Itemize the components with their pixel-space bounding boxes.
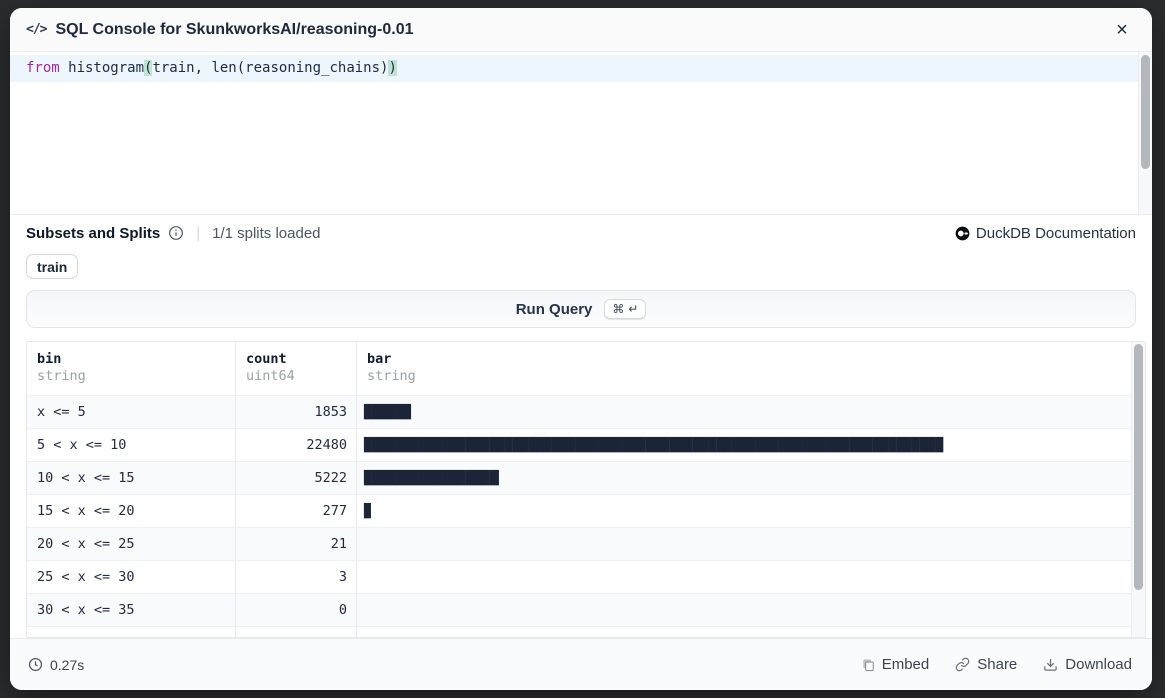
download-button[interactable]: Download — [1043, 656, 1132, 673]
run-query-button[interactable]: Run Query ⌘ ↵ — [26, 290, 1136, 328]
table-scrollbar-track[interactable] — [1131, 342, 1145, 637]
subsets-title: Subsets and Splits — [26, 224, 161, 242]
table-row: 20 < x <= 25 21 — [27, 527, 1132, 560]
splits-loaded-text: 1/1 splits loaded — [212, 224, 321, 242]
duckdb-doc-label: DuckDB Documentation — [975, 224, 1136, 242]
sql-args: train, len(reasoning_chains) — [152, 60, 389, 76]
embed-label: Embed — [881, 656, 930, 673]
query-duration: 0.27s — [28, 657, 84, 673]
share-label: Share — [977, 656, 1018, 673]
sql-function: histogram — [59, 60, 145, 76]
embed-button[interactable]: Embed — [861, 656, 930, 673]
duckdb-doc-link[interactable]: DuckDB Documentation — [955, 225, 1136, 242]
subsets-row: Subsets and Splits | 1/1 splits loaded D… — [26, 221, 1136, 245]
code-icon: </> — [26, 22, 48, 37]
link-icon — [955, 657, 970, 672]
sql-keyword: from — [26, 60, 60, 76]
sql-editor[interactable]: from histogram(train, len(reasoning_chai… — [10, 52, 1152, 215]
table-row: 5 < x <= 10 22480 ██████████████████████… — [27, 428, 1132, 461]
column-header-count: count uint64 — [236, 342, 357, 395]
editor-scrollbar-thumb[interactable] — [1141, 55, 1150, 169]
download-label: Download — [1065, 656, 1132, 673]
divider: | — [196, 224, 201, 242]
modal-title: SQL Console for SkunkworksAI/reasoning-0… — [55, 20, 414, 38]
share-button[interactable]: Share — [955, 656, 1017, 673]
matched-paren-close: ) — [388, 60, 397, 76]
download-icon — [1044, 658, 1058, 671]
column-header-bin: bin string — [27, 342, 236, 395]
table-header-row: bin string count uint64 bar string — [27, 342, 1132, 395]
table-scrollbar-thumb[interactable] — [1134, 344, 1143, 590]
duckdb-icon — [955, 226, 970, 240]
table-row: 30 < x <= 35 0 — [27, 593, 1132, 626]
matched-paren-open: ( — [144, 60, 153, 76]
modal-header: </> SQL Console for SkunkworksAI/reasoni… — [10, 8, 1152, 52]
editor-scrollbar-track[interactable] — [1138, 52, 1152, 214]
embed-icon — [863, 658, 874, 671]
run-query-label: Run Query — [515, 300, 593, 318]
clock-icon — [28, 657, 43, 672]
close-icon[interactable]: × — [1108, 16, 1136, 44]
table-row: 10 < x <= 15 5222 █████████████████▎ — [27, 461, 1132, 494]
table-row: 35 < x <= 40 0 — [27, 626, 1132, 637]
split-pill-train[interactable]: train — [26, 254, 79, 279]
info-icon[interactable] — [168, 225, 184, 241]
results-table: bin string count uint64 bar string x <= … — [26, 341, 1146, 638]
modal-footer: 0.27s Embed Share — [10, 638, 1152, 690]
column-header-bar: bar string — [367, 351, 416, 384]
table-row: 15 < x <= 20 277 ▉ — [27, 494, 1132, 527]
query-duration-value: 0.27s — [50, 656, 85, 673]
sql-console-modal: </> SQL Console for SkunkworksAI/reasoni… — [10, 8, 1152, 690]
editor-active-line — [10, 55, 1138, 82]
table-row: 25 < x <= 30 3 — [27, 560, 1132, 593]
keyboard-shortcut-badge: ⌘ ↵ — [604, 299, 647, 319]
table-row: x <= 5 1853 ██████ — [27, 395, 1132, 428]
sql-query-line[interactable]: from histogram(train, len(reasoning_chai… — [26, 55, 397, 82]
